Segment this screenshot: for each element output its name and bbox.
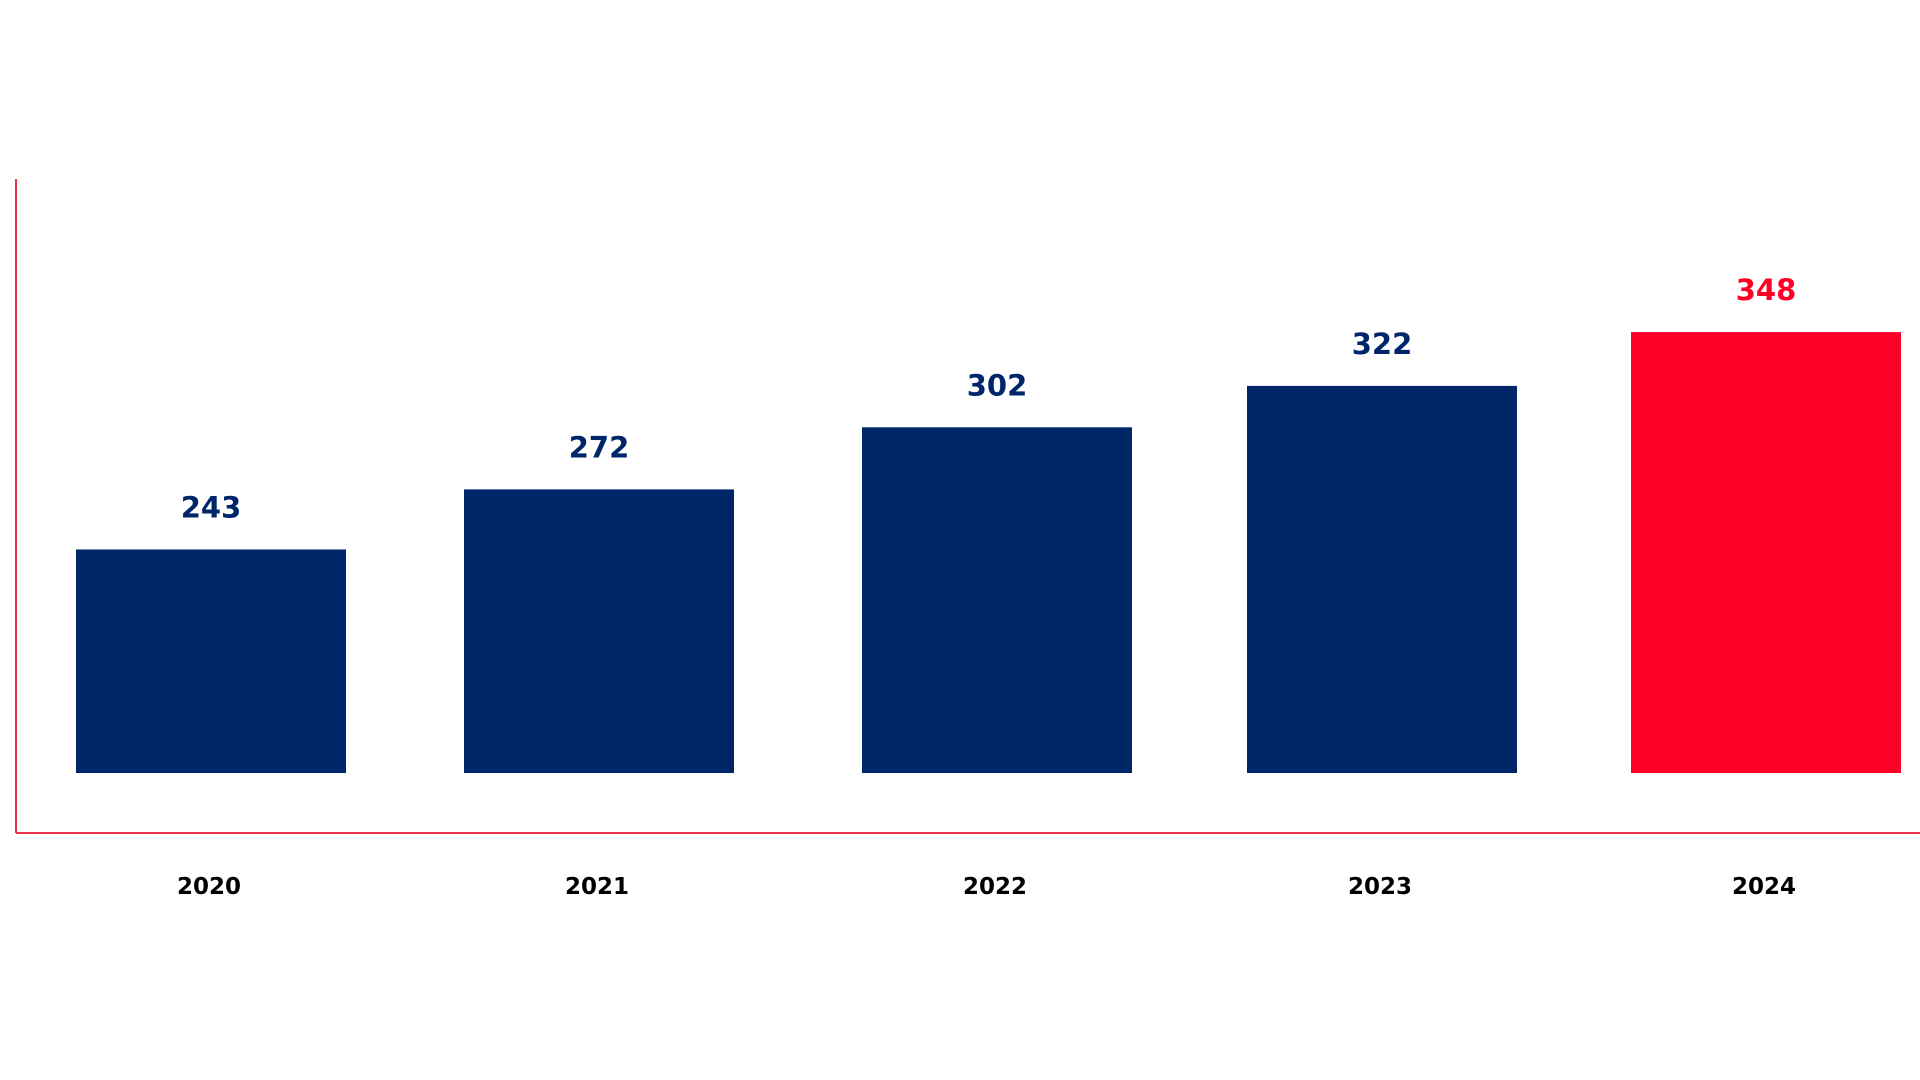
value-label-2023: 322 [1352,327,1413,361]
value-label-2020: 243 [181,490,242,524]
bar-2021 [464,489,734,773]
x-tick-label-2023: 2023 [1348,874,1412,900]
bar-2024 [1631,332,1901,773]
bars-layer [76,332,1901,773]
bar-2023 [1247,385,1517,773]
bar-2020 [76,549,346,773]
x-tick-labels: 2020 2021 2022 2023 2024 [177,874,1796,900]
value-label-2021: 272 [569,430,630,464]
value-label-2024: 348 [1736,273,1797,307]
value-label-2022: 302 [967,368,1028,402]
x-tick-label-2020: 2020 [177,874,241,900]
bar-2022 [862,427,1132,773]
x-tick-label-2024: 2024 [1732,874,1796,900]
x-tick-label-2021: 2021 [565,874,629,900]
value-labels-layer: 243 272 302 322 348 [181,273,1797,524]
x-tick-label-2022: 2022 [963,874,1027,900]
